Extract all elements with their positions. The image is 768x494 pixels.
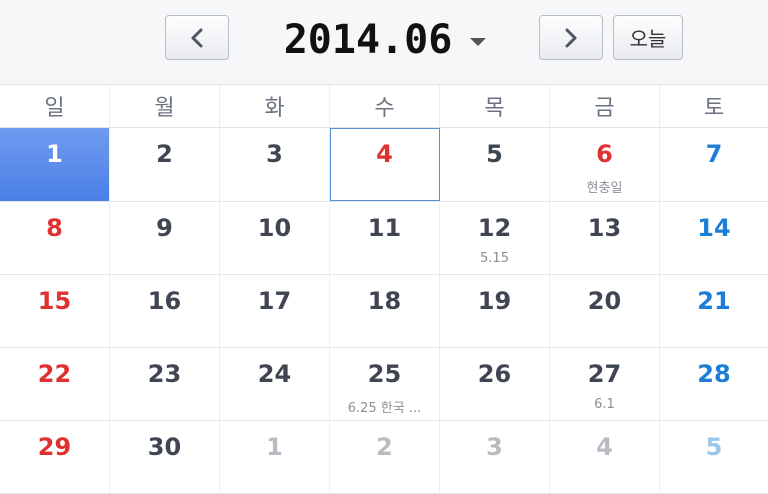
day-note: 6.1 [594,397,615,412]
weekday-label: 화 [220,85,330,127]
day-cell[interactable]: 30 [110,421,220,493]
day-cell[interactable]: 13 [550,202,660,274]
weekday-label: 금 [550,85,660,127]
weekday-label: 수 [330,85,440,127]
day-cell[interactable]: 5 [660,421,768,493]
day-cell[interactable]: 19 [440,275,550,347]
day-number: 26 [477,360,512,388]
chevron-right-icon [563,27,579,49]
day-number: 30 [147,433,182,461]
day-cell[interactable]: 1 [220,421,330,493]
day-number: 25 [367,360,402,388]
day-number: 24 [257,360,292,388]
day-number: 1 [46,140,63,168]
day-cell[interactable]: 29 [0,421,110,493]
day-number: 29 [37,433,72,461]
day-number: 5 [705,433,723,461]
day-note: 6.25 한국 ... [347,401,422,416]
week-row: 1 2 3 4 5 6 현충일 7 [0,128,768,202]
weekday-label: 일 [0,85,110,127]
day-number: 28 [697,360,731,388]
day-number: 21 [697,287,731,315]
next-month-button[interactable] [539,15,603,60]
day-number: 2 [156,140,173,168]
day-number: 19 [477,287,512,315]
week-row: 15 16 17 18 19 20 21 [0,275,768,348]
day-number: 10 [257,214,292,242]
prev-month-button[interactable] [165,15,229,60]
day-number: 27 [587,360,622,388]
week-row: 22 23 24 25 6.25 한국 ... 26 27 6.1 28 [0,348,768,421]
day-cell[interactable]: 18 [330,275,440,347]
day-cell[interactable]: 16 [110,275,220,347]
day-number: 4 [596,433,613,461]
day-number: 5 [486,140,503,168]
calendar-grid: 1 2 3 4 5 6 현충일 7 8 9 10 11 12 5.15 13 14 15 16 17 18 19 20 21… [0,128,768,494]
day-cell[interactable]: 17 [220,275,330,347]
weekday-label: 토 [703,96,725,121]
day-number: 15 [37,287,72,315]
day-number: 9 [156,214,173,242]
day-cell-today[interactable]: 4 [330,128,440,201]
day-cell[interactable]: 3 [440,421,550,493]
day-number: 22 [37,360,72,388]
day-cell[interactable]: 12 5.15 [440,202,550,274]
day-number: 3 [266,140,283,168]
chevron-left-icon [189,27,205,49]
day-cell[interactable]: 3 [220,128,330,201]
week-row: 29 30 1 2 3 4 5 [0,421,768,494]
day-cell[interactable]: 9 [110,202,220,274]
day-cell[interactable]: 2 [330,421,440,493]
day-cell[interactable]: 26 [440,348,550,420]
month-title-dropdown[interactable]: 2014.06 [270,12,500,68]
day-cell[interactable]: 28 [660,348,768,420]
day-cell[interactable]: 23 [110,348,220,420]
day-cell[interactable]: 4 [550,421,660,493]
caret-down-icon [470,38,487,46]
day-number: 4 [376,140,393,168]
weekday-label: 목 [440,85,550,127]
day-number: 6 [596,140,613,168]
day-cell[interactable]: 21 [660,275,768,347]
day-cell[interactable]: 27 6.1 [550,348,660,420]
day-number: 2 [376,433,393,461]
day-cell[interactable]: 2 [110,128,220,201]
today-button[interactable]: 오늘 [613,15,683,60]
month-title: 2014.06 [283,17,453,63]
day-number: 20 [587,287,622,315]
day-number: 7 [705,140,723,168]
day-cell[interactable]: 15 [0,275,110,347]
day-cell[interactable]: 14 [660,202,768,274]
day-number: 14 [697,214,731,242]
day-note: 현충일 [586,181,623,196]
day-number: 8 [46,214,63,242]
day-number: 11 [367,214,402,242]
day-number: 13 [587,214,622,242]
day-cell[interactable]: 7 [660,128,768,201]
day-number: 12 [477,214,512,242]
day-cell[interactable]: 20 [550,275,660,347]
day-note: 5.15 [480,251,509,266]
day-cell[interactable]: 11 [330,202,440,274]
week-row: 8 9 10 11 12 5.15 13 14 [0,202,768,275]
day-cell-selected[interactable]: 1 [0,128,110,201]
day-cell[interactable]: 5 [440,128,550,201]
day-number: 16 [147,287,182,315]
day-number: 23 [147,360,182,388]
weekday-label: 월 [110,85,220,127]
day-cell[interactable]: 22 [0,348,110,420]
day-number: 18 [367,287,402,315]
day-cell[interactable]: 8 [0,202,110,274]
calendar-header: 2014.06 오늘 [0,0,768,85]
day-number: 1 [266,433,283,461]
day-cell[interactable]: 10 [220,202,330,274]
day-cell[interactable]: 6 현충일 [550,128,660,201]
day-cell[interactable]: 25 6.25 한국 ... [330,348,440,420]
day-number: 3 [486,433,503,461]
day-cell[interactable]: 24 [220,348,330,420]
day-number: 17 [257,287,292,315]
